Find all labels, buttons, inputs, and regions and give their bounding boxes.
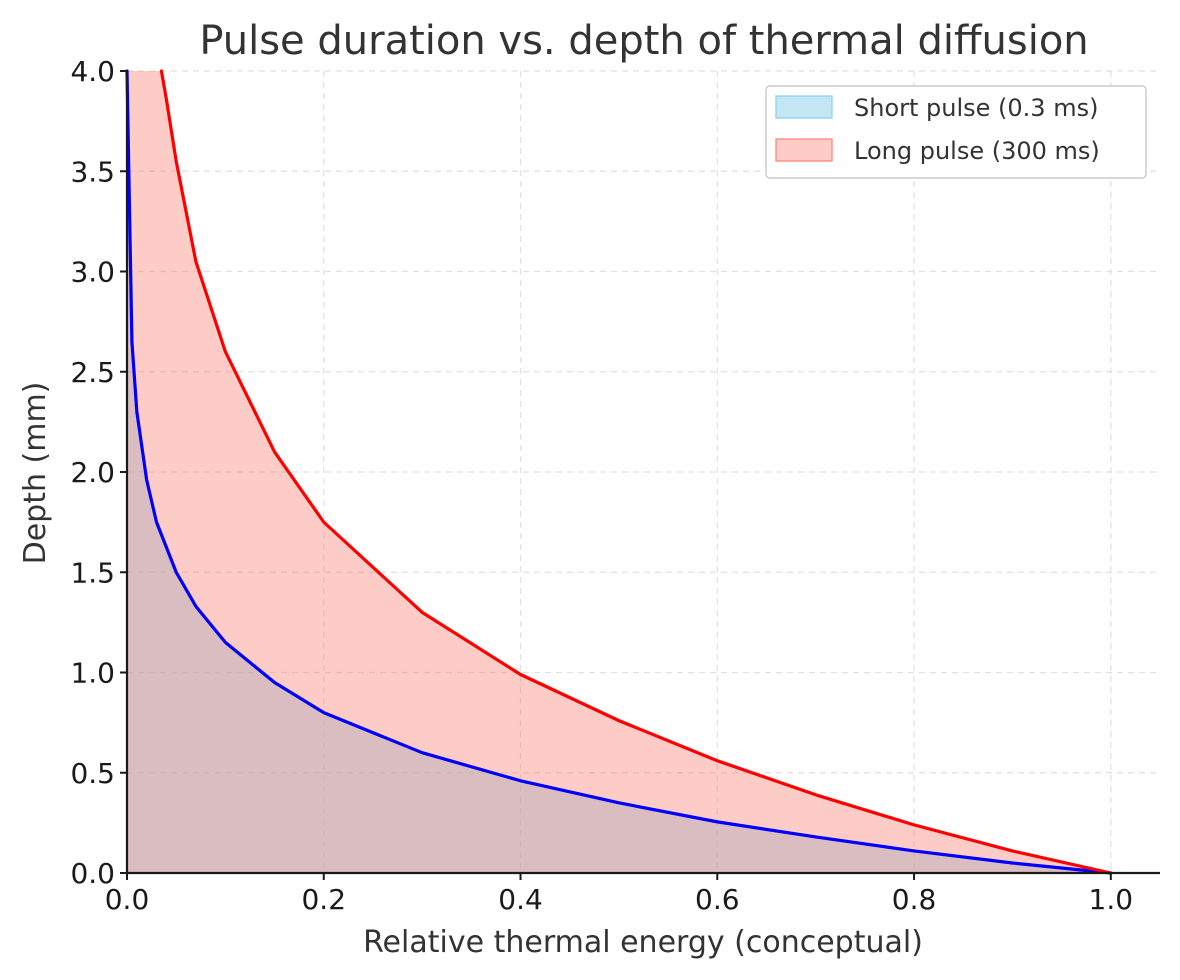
y-tick-label: 1.5 xyxy=(70,556,115,589)
x-tick-label: 0.0 xyxy=(105,883,150,916)
chart-title: Pulse duration vs. depth of thermal diff… xyxy=(199,18,1088,64)
legend: Short pulse (0.3 ms) Long pulse (300 ms) xyxy=(765,85,1147,179)
y-tick-label: 3.5 xyxy=(70,155,115,188)
y-tick-label: 0.0 xyxy=(70,857,115,890)
legend-swatch-long-pulse xyxy=(775,138,833,162)
x-axis-label: Relative thermal energy (conceptual) xyxy=(363,925,923,960)
y-tick-label: 4.0 xyxy=(70,55,115,88)
legend-label-short-pulse: Short pulse (0.3 ms) xyxy=(854,94,1098,122)
y-tick-label: 2.0 xyxy=(70,456,115,489)
y-tick-label: 1.0 xyxy=(70,657,115,690)
area-fills xyxy=(127,71,1111,873)
y-tick-label: 0.5 xyxy=(70,757,115,790)
ticks: 0.0 0.2 0.4 0.6 0.8 1.0 0.0 0.5 1.0 1.5 2.0 2.5 3.0 3… xyxy=(70,55,1133,916)
y-tick-label: 3.0 xyxy=(70,256,115,289)
y-tick-label: 2.5 xyxy=(70,356,115,389)
x-tick-label: 0.2 xyxy=(301,883,346,916)
area-fill-long-pulse xyxy=(127,71,1111,873)
x-tick-label: 1.0 xyxy=(1089,883,1134,916)
legend-swatch-short-pulse xyxy=(775,95,833,119)
series-lines xyxy=(125,69,1113,875)
line-long-pulse xyxy=(159,69,1113,875)
area-fill-short-pulse xyxy=(127,71,1111,873)
line-short-pulse xyxy=(125,69,1113,875)
x-tick-label: 0.8 xyxy=(892,883,937,916)
legend-frame xyxy=(765,85,1147,179)
y-axis-label: Depth (mm) xyxy=(18,382,53,565)
x-tick-label: 0.4 xyxy=(498,883,543,916)
legend-label-long-pulse: Long pulse (300 ms) xyxy=(854,137,1100,165)
x-tick-label: 0.6 xyxy=(695,883,740,916)
